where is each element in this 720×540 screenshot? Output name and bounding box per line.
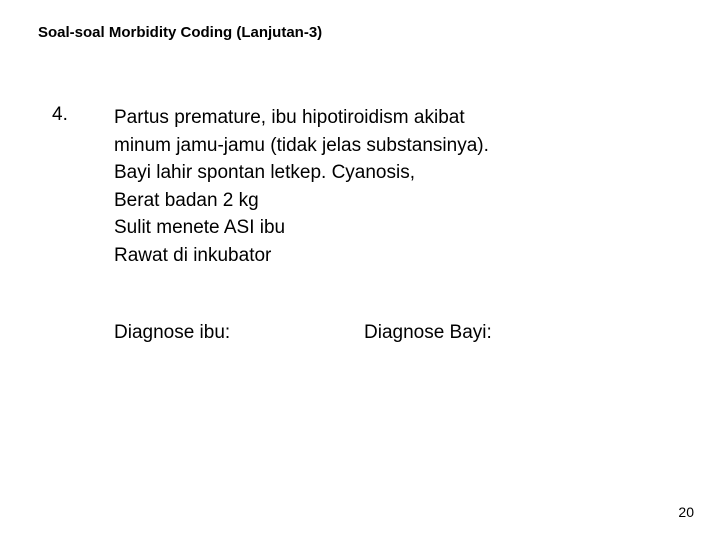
item-number: 4.: [52, 104, 68, 126]
body-line: Bayi lahir spontan letkep. Cyanosis,: [114, 159, 674, 187]
body-line: Sulit menete ASI ibu: [114, 214, 674, 242]
body-line: Berat badan 2 kg: [114, 187, 674, 215]
diagnose-ibu-label: Diagnose ibu:: [114, 322, 364, 344]
body-line: Partus premature, ibu hipotiroidism akib…: [114, 104, 674, 132]
body-line: minum jamu-jamu (tidak jelas substansiny…: [114, 132, 674, 160]
body-line: Rawat di inkubator: [114, 242, 674, 270]
page-title: Soal-soal Morbidity Coding (Lanjutan-3): [38, 24, 322, 41]
page-number: 20: [678, 504, 694, 520]
diagnose-row: Diagnose ibu: Diagnose Bayi:: [114, 322, 674, 344]
slide-page: Soal-soal Morbidity Coding (Lanjutan-3) …: [0, 0, 720, 540]
diagnose-bayi-label: Diagnose Bayi:: [364, 322, 492, 344]
item-body: Partus premature, ibu hipotiroidism akib…: [114, 104, 674, 269]
